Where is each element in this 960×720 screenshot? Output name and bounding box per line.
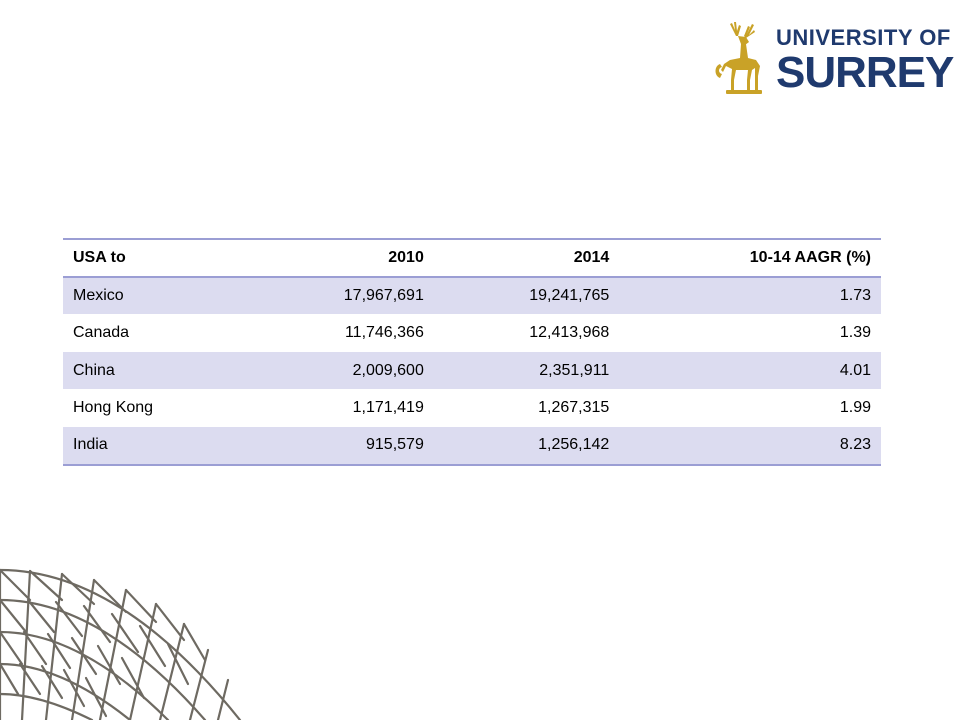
table-row: India 915,579 1,256,142 8.23 [63,426,881,466]
stag-icon [715,22,762,94]
table-cell: 11,746,366 [344,323,424,341]
table-row: China 2,009,600 2,351,911 4.01 [63,351,881,390]
table-cell: 12,413,968 [529,323,610,341]
table-cell: 1,256,142 [433,426,620,466]
table-cell: Canada [73,323,130,341]
table-cell: 1.73 [619,276,881,315]
table-cell: 1,267,315 [538,399,610,417]
table-cell: 1,171,419 [352,399,424,417]
table-cell: 1.39 [839,323,871,341]
logo-line-2: SURREY [776,48,954,97]
table-cell: 915,579 [248,426,434,466]
header-cell: USA to [63,238,249,278]
table-row: Canada 11,746,366 12,413,968 1.39 [63,314,881,352]
table-header-row: USA to 2010 2014 10-14 AAGR (%) [63,238,881,278]
table-cell: 2,351,911 [433,351,620,390]
table-cell: 19,241,765 [433,276,620,315]
data-table: USA to 2010 2014 10-14 AAGR (%) Mexico 1… [63,238,881,466]
table-cell: 17,967,691 [248,276,434,315]
table-cell: 4.01 [619,351,881,390]
table-cell: Hong Kong [73,399,154,417]
table-cell: 2,009,600 [248,351,434,390]
table-cell: 8.23 [619,426,881,466]
university-logo: UNIVERSITY OF SURREY [712,18,954,98]
table-cell: China [63,351,249,390]
table-cell: Mexico [63,276,249,315]
header-cell: 10-14 AAGR (%) [619,238,881,278]
header-cell: 2014 [433,238,620,278]
header-cell: 2010 [248,238,434,278]
logo-line-1: UNIVERSITY OF [776,25,951,50]
table-cell: India [63,426,249,466]
geodesic-dome-graphic [0,568,242,720]
table-row: Hong Kong 1,171,419 1,267,315 1.99 [63,389,881,427]
table-row: Mexico 17,967,691 19,241,765 1.73 [63,276,881,315]
table-cell: 1.99 [839,399,871,417]
